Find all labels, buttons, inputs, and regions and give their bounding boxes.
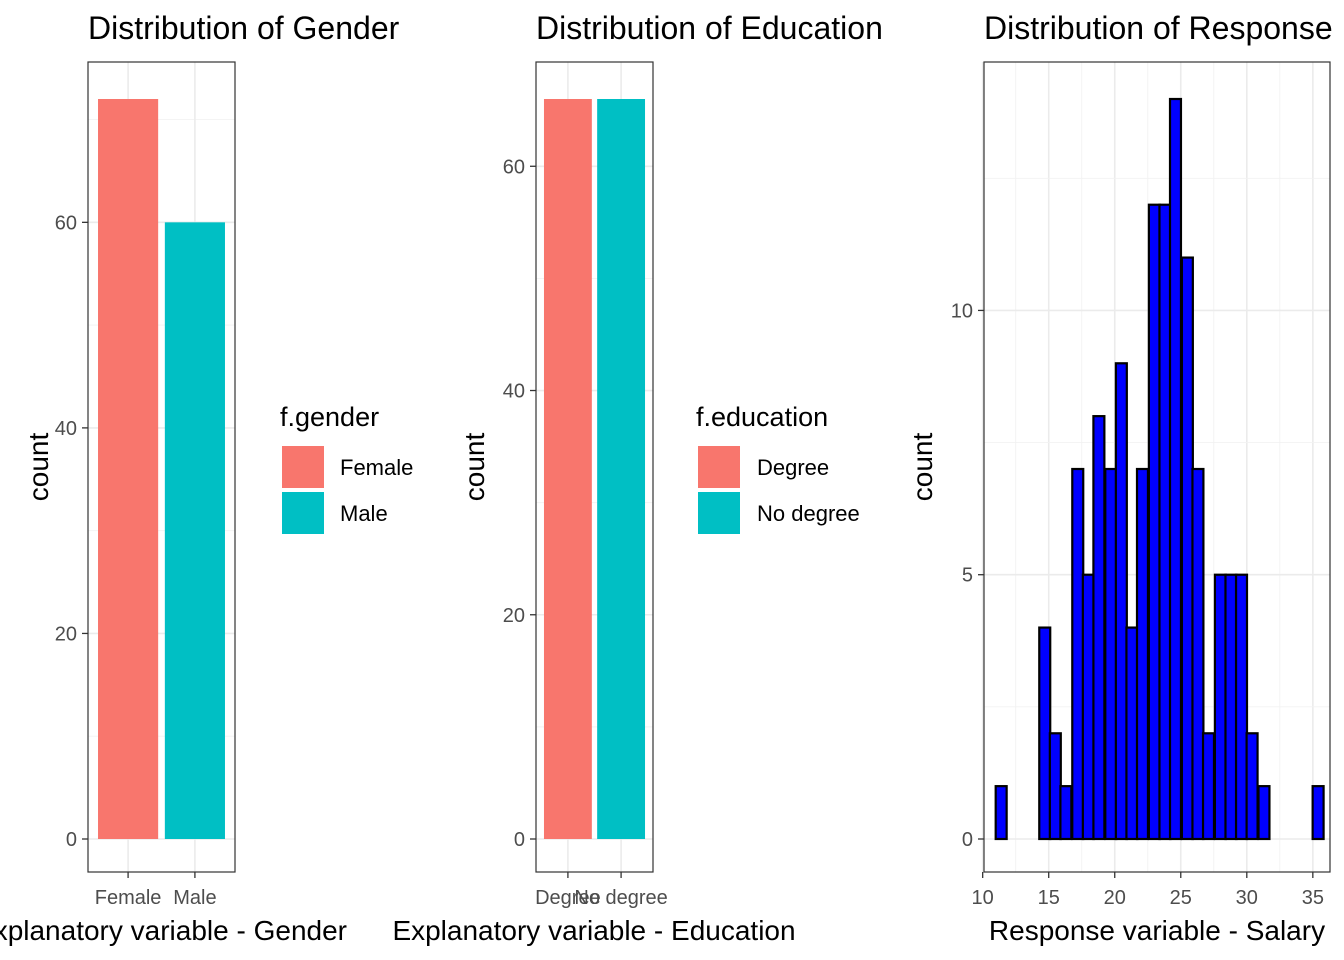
histogram-bin <box>1180 256 1194 841</box>
legend-key-male <box>282 492 324 534</box>
histogram-bin <box>1048 732 1062 841</box>
y-tick-label: 10 <box>951 300 973 322</box>
y-tick-label: 0 <box>514 829 525 851</box>
bar-no-degree <box>597 99 646 839</box>
x-tick-label: 20 <box>1104 887 1126 909</box>
legend-key-degree <box>698 446 740 488</box>
education-chart: Distribution of Education 0 20 40 60 Degree… <box>392 10 882 946</box>
x-tick-label-degree: Degree <box>535 887 601 909</box>
histogram-bin <box>1147 203 1161 841</box>
legend-label-female: Female <box>340 455 413 480</box>
salary-panel-border <box>983 61 1331 873</box>
salary-x-axis-title: Response variable - Salary <box>989 915 1325 946</box>
education-y-ticks: 0 20 40 60 <box>503 156 536 851</box>
histogram-bin <box>1135 467 1150 841</box>
y-tick-label: 60 <box>503 156 525 178</box>
gender-panel-border <box>87 61 236 873</box>
x-tick-label-male: Male <box>173 887 216 909</box>
y-tick-label: 20 <box>55 623 77 645</box>
education-x-axis-title: Explanatory variable - Education <box>392 915 795 946</box>
x-tick-label: 10 <box>972 887 994 909</box>
histogram-bin <box>1234 573 1249 841</box>
legend-key-no-degree <box>698 492 740 534</box>
histogram-bin <box>1081 573 1095 841</box>
x-tick-label: 25 <box>1170 887 1192 909</box>
gender-legend-title: f.gender <box>280 402 379 432</box>
y-tick-label: 40 <box>503 381 525 403</box>
histogram-bin <box>1213 573 1227 841</box>
gender-x-ticks: Female Male <box>95 872 217 909</box>
y-tick-label: 20 <box>503 605 525 627</box>
histogram-bin <box>994 785 1008 841</box>
salary-y-ticks: 0 5 10 <box>951 300 984 851</box>
histogram-bin <box>1311 785 1325 841</box>
salary-chart-title: Distribution of Response <box>984 10 1333 46</box>
gender-legend: f.gender Female Male <box>280 402 413 534</box>
education-legend: f.education Degree No degree <box>696 402 860 534</box>
y-tick-label: 40 <box>55 418 77 440</box>
y-tick-label: 60 <box>55 212 77 234</box>
y-tick-label: 5 <box>962 565 973 587</box>
x-tick-label-female: Female <box>95 887 162 909</box>
histogram-bin <box>1191 467 1205 841</box>
histogram-bin <box>1245 732 1259 841</box>
education-y-axis-title: count <box>459 433 490 502</box>
histogram-bin <box>1168 97 1183 841</box>
bar-female <box>98 99 159 839</box>
y-tick-label: 0 <box>66 829 77 851</box>
education-legend-title: f.education <box>696 402 828 432</box>
histogram-bin <box>1125 626 1139 841</box>
histogram-bin <box>1201 732 1216 841</box>
salary-y-axis-title: count <box>907 433 938 502</box>
education-chart-title: Distribution of Education <box>536 10 883 46</box>
histogram-bin <box>1038 626 1052 841</box>
histogram-bin <box>1059 785 1073 841</box>
gender-chart-title: Distribution of Gender <box>88 10 400 46</box>
x-tick-label: 35 <box>1302 887 1324 909</box>
histogram-bin <box>1257 785 1271 841</box>
salary-x-ticks: 10 15 20 25 30 35 <box>972 872 1324 909</box>
bar-male <box>164 222 225 840</box>
histogram-bin <box>1114 362 1128 841</box>
x-tick-label: 15 <box>1038 887 1060 909</box>
histogram-bin <box>1158 203 1172 841</box>
histogram-bin <box>1104 467 1118 841</box>
salary-histogram-bars <box>994 97 1325 841</box>
gender-bars <box>98 99 225 840</box>
gender-x-axis-title: Explanatory variable - Gender <box>0 915 347 946</box>
histogram-bin <box>1071 467 1085 841</box>
education-panel-border <box>535 61 654 873</box>
gender-chart: Distribution of Gender 0 20 40 60 Female Mal… <box>0 10 413 946</box>
legend-label-male: Male <box>340 501 388 526</box>
salary-histogram: Distribution of Response 0 5 10 10 15 20 25 30… <box>907 10 1333 946</box>
education-bars <box>543 99 646 839</box>
histogram-bin <box>1224 573 1238 841</box>
gender-y-ticks: 0 20 40 60 <box>55 212 88 851</box>
legend-key-female <box>282 446 324 488</box>
x-tick-label: 30 <box>1236 887 1258 909</box>
x-tick-label-no-degree: No degree <box>574 887 667 909</box>
y-tick-label: 0 <box>962 829 973 851</box>
gender-y-axis-title: count <box>23 433 54 502</box>
bar-degree <box>543 99 592 839</box>
legend-label-degree: Degree <box>757 455 829 480</box>
legend-label-no-degree: No degree <box>757 501 860 526</box>
histogram-bin <box>1092 415 1106 841</box>
